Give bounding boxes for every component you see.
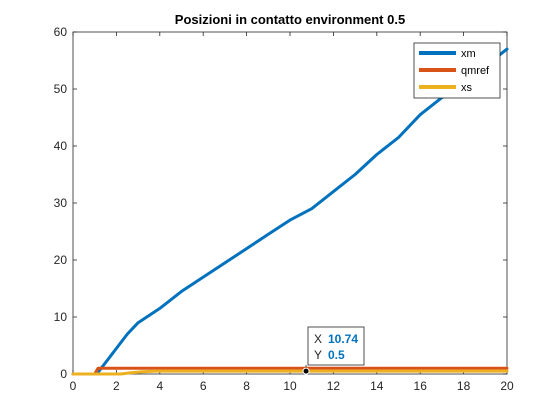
x-tick-label: 10 — [283, 379, 297, 393]
data-tip-x-key: X — [314, 332, 322, 346]
data-tip-x-value: 10.74 — [328, 332, 358, 346]
data-tip-y-value: 0.5 — [328, 348, 345, 362]
x-tick-label: 14 — [370, 379, 384, 393]
data-tip-y-key: Y — [314, 348, 322, 362]
legend-label: xm — [461, 48, 476, 60]
legend-label: xs — [461, 82, 473, 94]
x-tick-label: 6 — [200, 379, 207, 393]
y-tick-label: 10 — [54, 310, 68, 324]
y-tick-label: 20 — [54, 253, 68, 267]
series-lines — [71, 47, 509, 376]
data-tip[interactable]: X 10.74 Y 0.5 — [302, 326, 365, 375]
y-tick-label: 60 — [54, 25, 68, 39]
x-tick-label: 4 — [156, 379, 163, 393]
legend-label: qmref — [461, 65, 490, 77]
y-tick-label: 40 — [54, 139, 68, 153]
x-tick-label: 2 — [113, 379, 120, 393]
x-tick-label: 0 — [70, 379, 77, 393]
series-line-xm — [71, 47, 509, 376]
x-tick-label: 20 — [500, 379, 514, 393]
series-line-xs — [71, 369, 509, 376]
y-tick-label: 30 — [54, 196, 68, 210]
legend: xm qmref xs — [413, 42, 501, 99]
y-tick-label: 50 — [54, 82, 68, 96]
x-tick-label: 8 — [243, 379, 250, 393]
data-tip-box — [307, 326, 365, 366]
data-tip-marker[interactable] — [302, 367, 310, 375]
x-tick-label: 16 — [414, 379, 428, 393]
x-tick-label: 18 — [457, 379, 471, 393]
x-tick-label: 12 — [327, 379, 341, 393]
axes: 0 2 4 6 8 10 12 14 16 18 20 0 10 20 30 40 50 60 — [54, 25, 514, 393]
chart-title: Posizioni in contatto environment 0.5 — [175, 12, 405, 27]
y-tick-label: 0 — [60, 367, 67, 381]
